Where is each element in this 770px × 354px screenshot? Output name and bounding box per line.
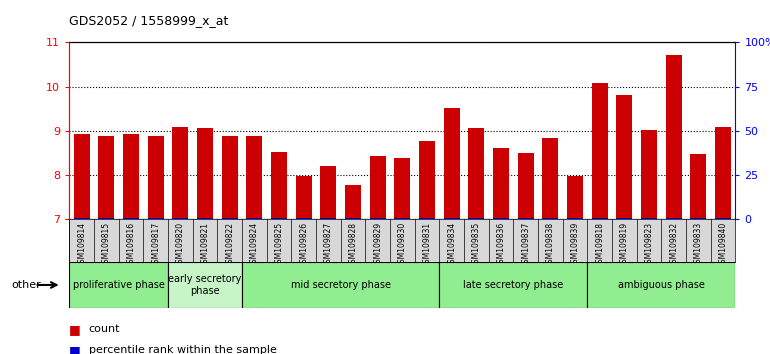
Text: GSM109814: GSM109814 [77, 222, 86, 268]
Bar [172, 218, 189, 219]
Bar [320, 166, 336, 219]
Bar [99, 136, 114, 219]
Text: GSM109826: GSM109826 [300, 222, 308, 268]
Text: mid secretory phase: mid secretory phase [290, 280, 390, 290]
Bar [123, 134, 139, 219]
Text: GSM109821: GSM109821 [200, 222, 209, 268]
Bar [345, 185, 361, 219]
Text: GSM109827: GSM109827 [324, 222, 333, 268]
Bar [691, 218, 706, 219]
Text: GSM109840: GSM109840 [718, 222, 728, 268]
Bar [691, 154, 706, 219]
Bar [616, 95, 632, 219]
Bar [271, 218, 287, 219]
Bar [271, 152, 287, 219]
Bar [517, 153, 534, 219]
Bar [665, 55, 681, 219]
Text: proliferative phase: proliferative phase [72, 280, 165, 290]
Bar [123, 218, 139, 219]
Bar [370, 156, 386, 219]
Text: GSM109824: GSM109824 [249, 222, 259, 268]
Bar [222, 136, 238, 219]
Text: GSM109820: GSM109820 [176, 222, 185, 268]
Text: GSM109831: GSM109831 [423, 222, 431, 268]
Text: GSM109833: GSM109833 [694, 222, 703, 268]
Bar [69, 262, 168, 308]
Bar [168, 262, 242, 308]
Text: percentile rank within the sample: percentile rank within the sample [89, 346, 276, 354]
Bar [222, 218, 238, 219]
Text: GSM109830: GSM109830 [398, 222, 407, 268]
Text: other: other [12, 280, 42, 290]
Bar [542, 138, 558, 219]
Text: GSM109839: GSM109839 [571, 222, 580, 268]
Text: GSM109819: GSM109819 [620, 222, 629, 268]
Bar [345, 218, 361, 219]
Text: GSM109832: GSM109832 [669, 222, 678, 268]
Bar [296, 218, 312, 219]
Text: GSM109838: GSM109838 [546, 222, 555, 268]
Text: GSM109828: GSM109828 [349, 222, 357, 268]
Bar [320, 218, 336, 219]
Text: GSM109825: GSM109825 [274, 222, 283, 268]
Bar [296, 176, 312, 219]
Bar [440, 262, 588, 308]
Bar [616, 218, 632, 219]
Bar [591, 218, 608, 219]
Bar [242, 262, 440, 308]
Text: GDS2052 / 1558999_x_at: GDS2052 / 1558999_x_at [69, 14, 229, 27]
Bar [99, 218, 114, 219]
Bar [419, 218, 435, 219]
Bar [567, 176, 583, 219]
Bar [394, 218, 410, 219]
Bar [394, 158, 410, 219]
Text: early secretory
phase: early secretory phase [169, 274, 242, 296]
Text: count: count [89, 324, 120, 334]
Bar [172, 127, 189, 219]
Bar [542, 218, 558, 219]
Bar [74, 134, 89, 219]
Bar [517, 218, 534, 219]
Bar [665, 218, 681, 219]
Text: GSM109818: GSM109818 [595, 222, 604, 268]
Bar [74, 218, 89, 219]
Bar [493, 148, 509, 219]
Bar [468, 128, 484, 219]
Text: GSM109837: GSM109837 [521, 222, 531, 268]
Bar [715, 218, 731, 219]
Text: GSM109834: GSM109834 [447, 222, 456, 268]
Bar [444, 218, 460, 219]
Bar [641, 130, 657, 219]
Text: GSM109822: GSM109822 [225, 222, 234, 268]
Text: GSM109815: GSM109815 [102, 222, 111, 268]
Bar [246, 218, 263, 219]
Bar [715, 127, 731, 219]
Bar [588, 262, 735, 308]
Text: GSM109829: GSM109829 [373, 222, 382, 268]
Bar [468, 218, 484, 219]
Bar [197, 128, 213, 219]
Text: GSM109823: GSM109823 [644, 222, 654, 268]
Bar [493, 218, 509, 219]
Bar [197, 218, 213, 219]
Text: GSM109817: GSM109817 [151, 222, 160, 268]
Bar [641, 218, 657, 219]
Bar [419, 141, 435, 219]
Bar [591, 83, 608, 219]
Text: ambiguous phase: ambiguous phase [618, 280, 705, 290]
Bar [246, 136, 263, 219]
Bar [370, 218, 386, 219]
Text: GSM109836: GSM109836 [497, 222, 505, 268]
Text: ■: ■ [69, 344, 81, 354]
Bar [148, 218, 164, 219]
Text: late secretory phase: late secretory phase [464, 280, 564, 290]
Text: GSM109816: GSM109816 [126, 222, 136, 268]
Bar [567, 218, 583, 219]
Text: ■: ■ [69, 323, 81, 336]
Text: GSM109835: GSM109835 [472, 222, 480, 268]
Bar [444, 108, 460, 219]
Bar [148, 136, 164, 219]
